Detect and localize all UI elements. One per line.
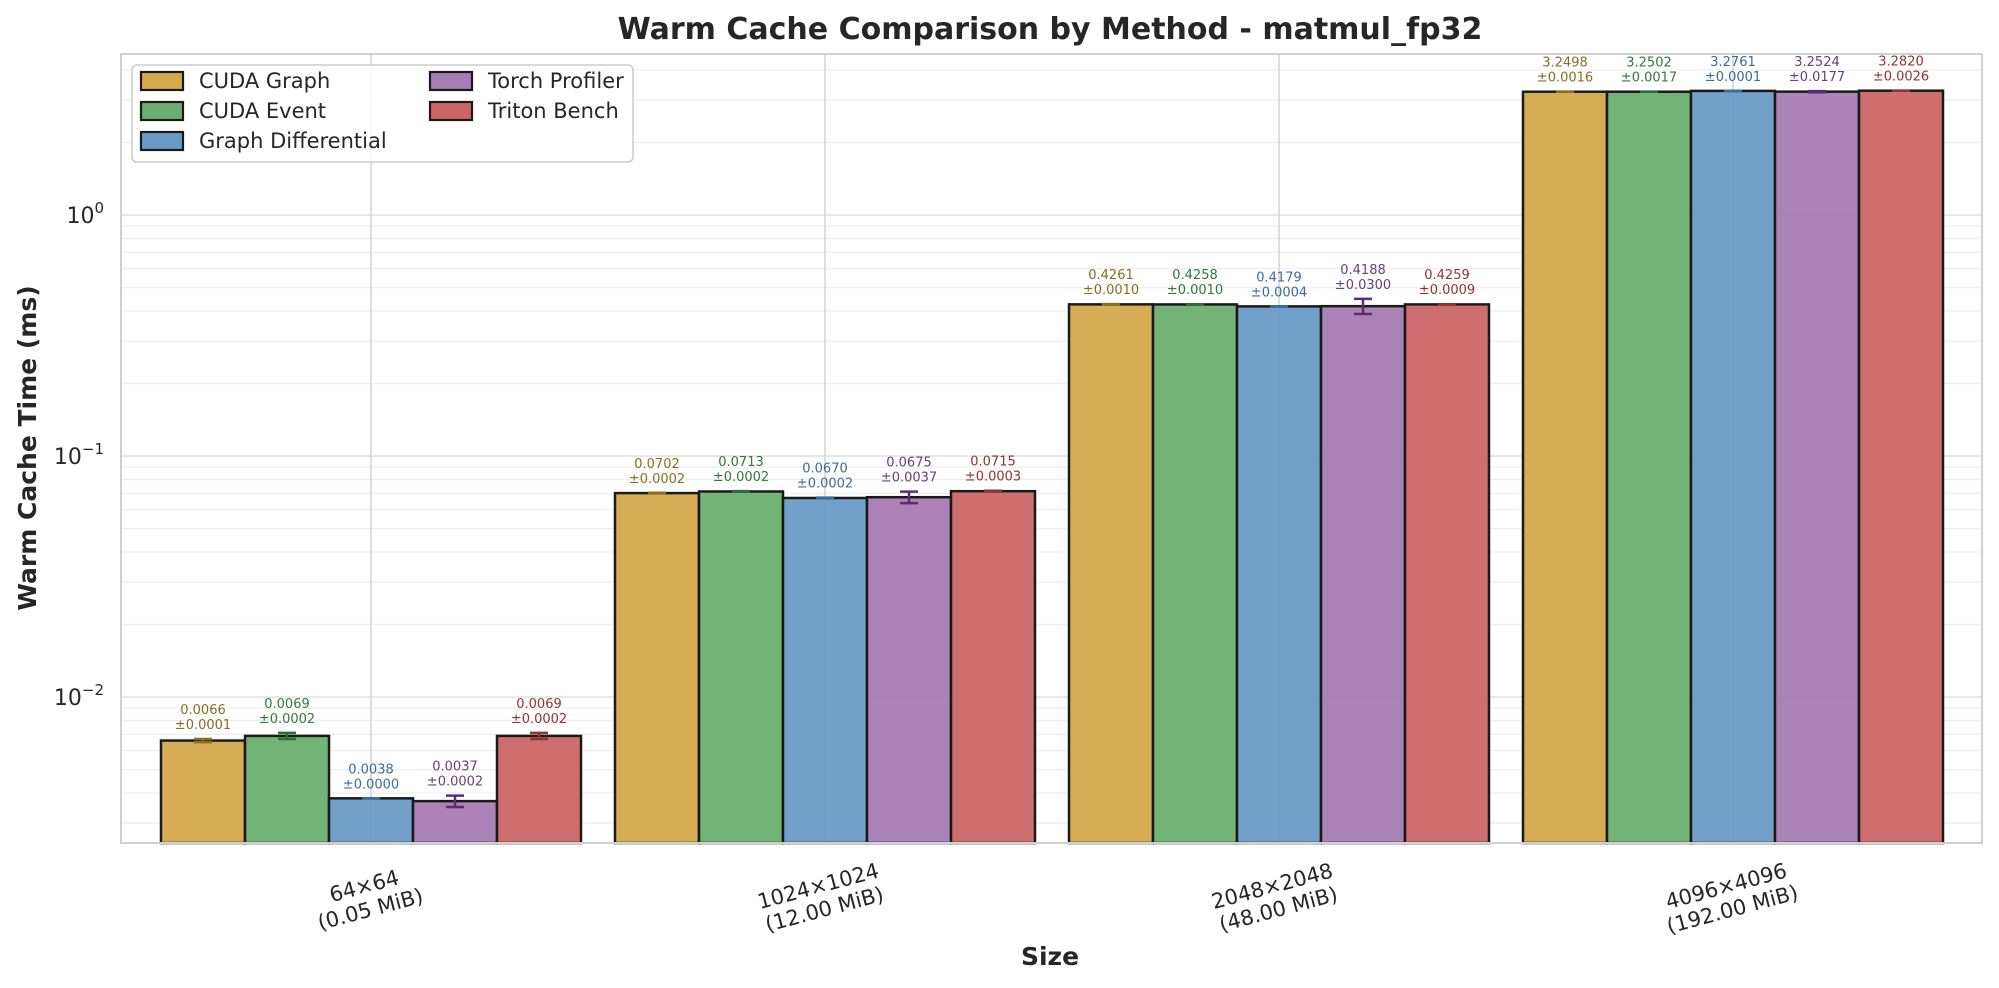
bar-value-label: 0.0702 bbox=[634, 457, 680, 472]
legend-item: Graph Differential bbox=[139, 129, 387, 153]
bar-value-labels: 0.0066±0.00010.0702±0.00020.4261±0.00103… bbox=[175, 55, 1929, 793]
bar-value-label: 0.0066 bbox=[180, 703, 226, 718]
bar bbox=[613, 491, 701, 845]
bar-error-label: ±0.0300 bbox=[1335, 278, 1391, 293]
bar-value-label: 3.2820 bbox=[1878, 55, 1924, 70]
bar bbox=[1151, 303, 1239, 845]
y-axis-title: Warm Cache Time (ms) bbox=[13, 285, 42, 610]
bar-error-label: ±0.0016 bbox=[1537, 71, 1593, 86]
bar-error-label: ±0.0026 bbox=[1873, 70, 1929, 85]
bar-error-label: ±0.0177 bbox=[1789, 70, 1845, 85]
bar-value-label: 0.4188 bbox=[1340, 263, 1386, 278]
bar-error-label: ±0.0002 bbox=[629, 472, 685, 487]
legend-swatch bbox=[139, 100, 185, 122]
bar-error-label: ±0.0010 bbox=[1167, 283, 1223, 298]
plot-frame bbox=[120, 53, 1983, 844]
bar-error-label: ±0.0003 bbox=[965, 470, 1021, 485]
legend-swatch bbox=[428, 70, 474, 92]
bar bbox=[1403, 303, 1491, 845]
legend-item: Triton Bench bbox=[428, 99, 619, 123]
legend-label: CUDA Graph bbox=[199, 69, 330, 93]
legend-label: Torch Profiler bbox=[487, 69, 624, 93]
bar bbox=[781, 496, 869, 845]
bar bbox=[159, 739, 247, 845]
bar bbox=[697, 490, 785, 845]
x-axis-title: Size bbox=[1021, 942, 1079, 971]
legend-swatch bbox=[428, 100, 474, 122]
bar bbox=[1605, 90, 1693, 845]
bar-error-label: ±0.0037 bbox=[881, 471, 937, 486]
legend-label: Graph Differential bbox=[199, 129, 387, 153]
bar-value-label: 3.2498 bbox=[1542, 56, 1588, 71]
bar-value-label: 0.0069 bbox=[516, 697, 562, 712]
bar-error-label: ±0.0002 bbox=[511, 712, 567, 727]
bar-value-label: 0.4259 bbox=[1424, 268, 1470, 283]
bar bbox=[865, 495, 953, 845]
legend-item: CUDA Event bbox=[139, 99, 326, 123]
bar-value-label: 0.4258 bbox=[1172, 268, 1218, 283]
legend-label: CUDA Event bbox=[199, 99, 326, 123]
bar-value-label: 0.0675 bbox=[886, 456, 932, 471]
bar-value-label: 3.2524 bbox=[1794, 55, 1840, 70]
y-tick-label: 100 bbox=[66, 199, 104, 229]
bar-value-label: 0.0715 bbox=[970, 455, 1016, 470]
legend-label: Triton Bench bbox=[487, 99, 619, 123]
chart-title: Warm Cache Comparison by Method - matmul… bbox=[618, 12, 1483, 47]
bar bbox=[949, 489, 1037, 845]
bar bbox=[327, 797, 415, 845]
legend: CUDA Graph CUDA Event Graph Differential To… bbox=[131, 64, 634, 163]
y-axis-ticks: 100 10−1 10−2 bbox=[54, 199, 104, 711]
bar bbox=[1857, 89, 1945, 845]
legend-swatch bbox=[139, 70, 185, 92]
bar-error-label: ±0.0010 bbox=[1083, 283, 1139, 298]
bar-error-label: ±0.0001 bbox=[175, 718, 231, 733]
bar-value-label: 0.0038 bbox=[348, 762, 394, 777]
legend-swatch bbox=[139, 130, 185, 152]
bar bbox=[495, 734, 583, 845]
bar-error-label: ±0.0002 bbox=[259, 712, 315, 727]
legend-item: Torch Profiler bbox=[428, 69, 624, 93]
bar bbox=[1773, 90, 1861, 845]
bar-value-label: 0.0670 bbox=[802, 462, 848, 477]
bar-error-label: ±0.0001 bbox=[1705, 70, 1761, 85]
bar-value-label: 0.0713 bbox=[718, 455, 764, 470]
bar-value-label: 3.2761 bbox=[1710, 55, 1756, 70]
legend-item: CUDA Graph bbox=[139, 69, 330, 93]
bar-error-label: ±0.0002 bbox=[797, 477, 853, 492]
bar-value-label: 3.2502 bbox=[1626, 56, 1672, 71]
bar bbox=[243, 734, 331, 845]
legend-box bbox=[131, 64, 634, 163]
bar-error-label: ±0.0002 bbox=[427, 775, 483, 790]
bar-error-label: ±0.0000 bbox=[343, 777, 399, 792]
bar-error-label: ±0.0017 bbox=[1621, 71, 1677, 86]
bar-value-label: 0.4261 bbox=[1088, 268, 1134, 283]
bar-value-label: 0.0037 bbox=[432, 760, 478, 775]
bar-error-label: ±0.0004 bbox=[1251, 285, 1307, 300]
bar bbox=[1235, 305, 1323, 845]
bars bbox=[159, 89, 1945, 845]
bar bbox=[1319, 304, 1407, 845]
bar-error-label: ±0.0009 bbox=[1419, 283, 1475, 298]
bar bbox=[1067, 303, 1155, 845]
bar bbox=[1689, 89, 1777, 845]
y-tick-label: 10−2 bbox=[54, 681, 104, 711]
bar-value-label: 0.4179 bbox=[1256, 270, 1302, 285]
bar-error-label: ±0.0002 bbox=[713, 470, 769, 485]
y-tick-label: 10−1 bbox=[54, 440, 104, 470]
bar bbox=[1521, 90, 1609, 845]
bar-value-label: 0.0069 bbox=[264, 697, 310, 712]
